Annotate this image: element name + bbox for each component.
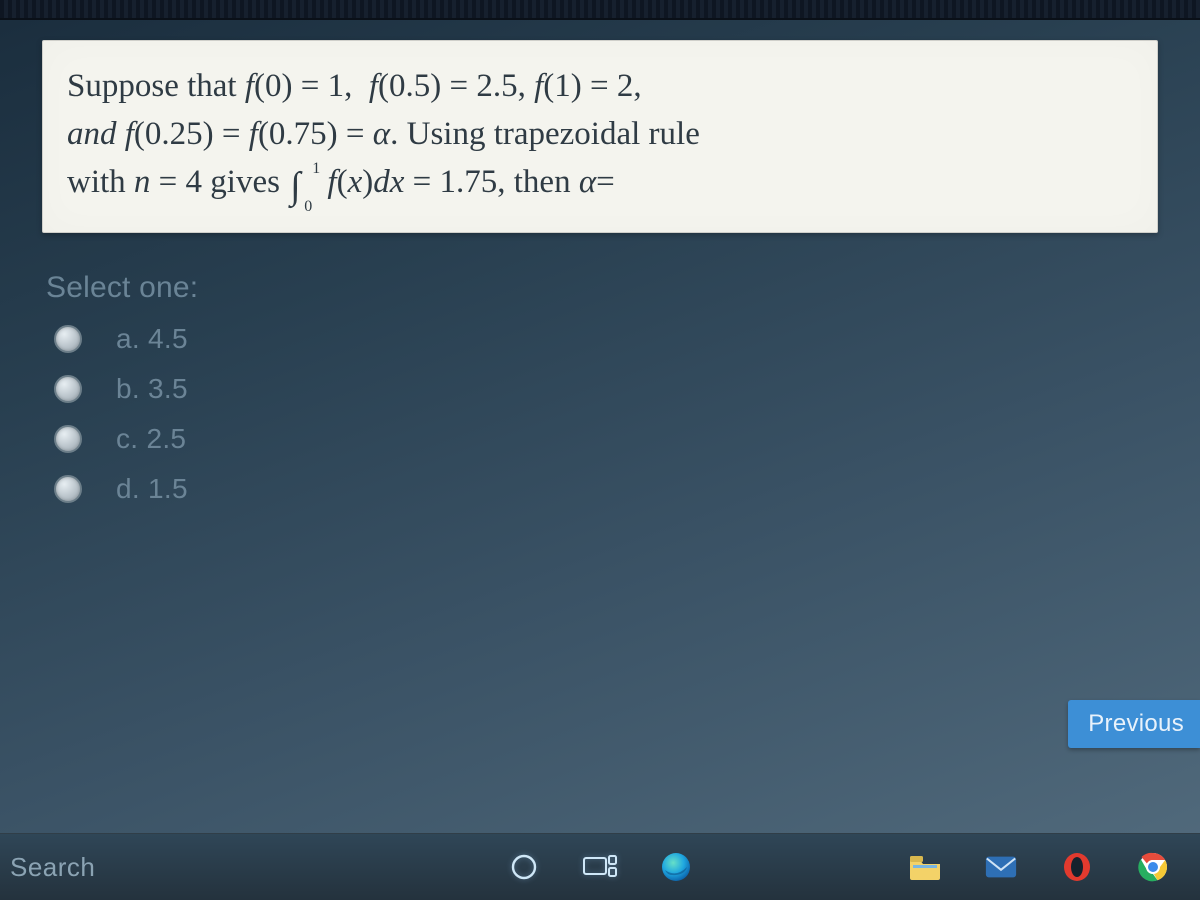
edge-icon[interactable] [659,850,693,884]
task-view-icon[interactable] [583,850,617,884]
options-area: Select one: a. 4.5 b. 3.5 c. 2.5 d. 1.5 [46,271,1200,505]
option-a[interactable]: a. 4.5 [54,323,1200,355]
option-b[interactable]: b. 3.5 [54,373,1200,405]
option-label: a. 4.5 [116,323,188,355]
taskbar: Search [0,833,1200,900]
radio-icon[interactable] [54,475,82,503]
question-line-3: with n = 4 gives ∫ 0 1 f(x)dx = 1.75, th… [67,164,615,200]
question-card: Suppose that f(0) = 1, f(0.5) = 2.5, f(1… [42,40,1158,233]
cortana-circle-icon[interactable] [507,850,541,884]
select-one-label: Select one: [46,271,1200,305]
integral-lower-limit: 0 [304,195,312,218]
integral-icon: ∫ 0 1 [290,159,300,214]
monitor-bezel [0,0,1200,20]
radio-icon[interactable] [54,425,82,453]
chrome-icon[interactable] [1136,850,1170,884]
question-line-2: and f(0.25) = f(0.75) = α. Using trapezo… [67,116,700,152]
integral-symbol: ∫ [290,165,300,207]
integral-upper-limit: 1 [312,157,320,180]
mail-icon[interactable] [984,850,1018,884]
opera-icon[interactable] [1060,850,1094,884]
search-placeholder: Search [10,852,95,883]
option-label: c. 2.5 [116,423,186,455]
search-input[interactable]: Search [0,834,123,900]
radio-icon[interactable] [54,375,82,403]
previous-button-label: Previous [1088,710,1184,737]
option-label: b. 3.5 [116,373,188,405]
radio-icon[interactable] [54,325,82,353]
question-line-1: Suppose that f(0) = 1, f(0.5) = 2.5, f(1… [67,68,642,104]
option-label: d. 1.5 [116,473,188,505]
question-text: Suppose that f(0) = 1, f(0.5) = 2.5, f(1… [67,63,1129,214]
previous-button[interactable]: Previous [1068,700,1200,748]
file-explorer-icon[interactable] [908,850,942,884]
option-c[interactable]: c. 2.5 [54,423,1200,455]
option-d[interactable]: d. 1.5 [54,473,1200,505]
